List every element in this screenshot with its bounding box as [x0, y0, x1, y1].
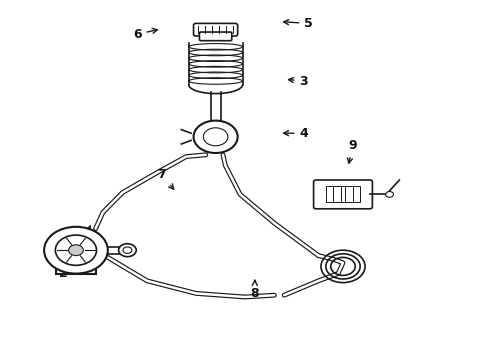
- Text: 1: 1: [81, 226, 90, 242]
- Circle shape: [119, 244, 136, 257]
- Text: 6: 6: [133, 28, 157, 41]
- Circle shape: [55, 235, 97, 265]
- FancyBboxPatch shape: [194, 23, 238, 36]
- Circle shape: [386, 192, 393, 197]
- Text: 3: 3: [289, 75, 308, 87]
- Text: 5: 5: [284, 17, 313, 30]
- Circle shape: [69, 245, 83, 256]
- Circle shape: [203, 128, 228, 146]
- FancyBboxPatch shape: [199, 32, 232, 41]
- Text: 4: 4: [284, 127, 308, 140]
- FancyBboxPatch shape: [314, 180, 372, 209]
- Circle shape: [123, 247, 132, 253]
- Circle shape: [194, 121, 238, 153]
- Circle shape: [44, 227, 108, 274]
- Text: 2: 2: [59, 262, 70, 280]
- Bar: [326, 186, 345, 202]
- Text: 9: 9: [347, 139, 357, 163]
- Bar: [333, 186, 353, 202]
- Text: 7: 7: [157, 168, 173, 189]
- Text: 8: 8: [250, 280, 259, 300]
- Bar: [341, 186, 360, 202]
